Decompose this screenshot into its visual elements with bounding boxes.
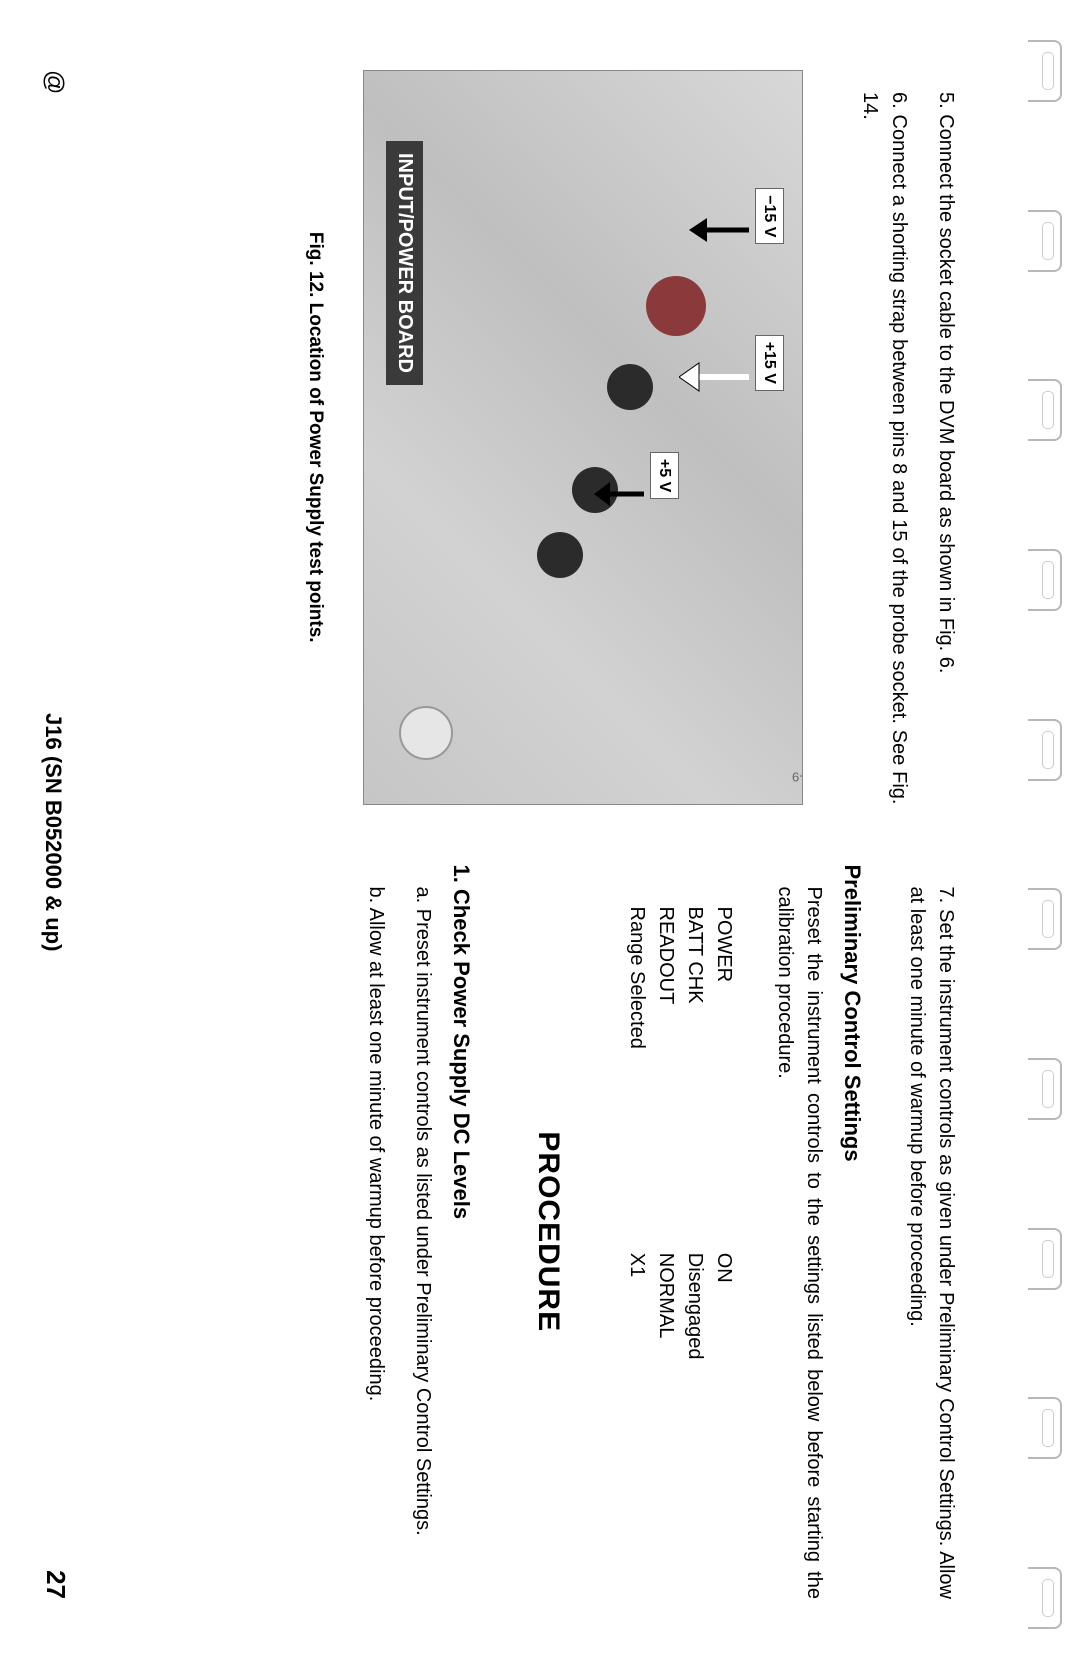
check-1-step-b: b. Allow at least one minute of warmup b… <box>361 865 390 1600</box>
page-number: 27 <box>40 1570 71 1599</box>
setting-key: BATT CHK <box>680 907 709 1253</box>
check-1-heading: 1. Check Power Supply DC Levels <box>445 865 477 1600</box>
board-label: INPUT/POWER BOARD <box>386 141 423 385</box>
arrow-icon <box>679 357 749 397</box>
setting-key: POWER <box>709 907 738 1253</box>
figure-12-caption: Fig. 12. Location of Power Supply test p… <box>301 70 329 805</box>
binder-tab <box>1028 888 1062 950</box>
setting-row: READOUT NORMAL <box>651 907 680 1600</box>
component-blob <box>646 276 706 336</box>
footer-mark: @ <box>40 70 68 94</box>
binder-tab <box>1028 40 1062 102</box>
component-blob <box>537 532 583 578</box>
voltage-label-pos5: +5 V <box>650 452 679 499</box>
binder-tab <box>1028 719 1062 781</box>
left-column: 5. Connect the socket cable to the DVM b… <box>111 70 960 805</box>
setting-value: NORMAL <box>651 1253 680 1599</box>
step-6: 6. Connect a shorting strap between pins… <box>855 70 913 805</box>
binder-tab <box>1028 210 1062 272</box>
binder-tab <box>1028 549 1062 611</box>
setting-value: Disengaged <box>680 1253 709 1599</box>
binder-tab <box>1028 1397 1062 1459</box>
binder-tab <box>1028 1228 1062 1290</box>
step-7: 7. Set the instrument controls as given … <box>902 865 960 1600</box>
setting-row: Range Selected X1 <box>622 907 651 1600</box>
figure-12: 1878-9 −15 V +15 V +5 V <box>301 70 803 805</box>
check-1-step-a: a. Preset instrument controls as listed … <box>408 865 437 1600</box>
ring-binding <box>1010 0 1080 1669</box>
setting-key: Range Selected <box>622 907 651 1253</box>
right-column: 7. Set the instrument controls as given … <box>111 865 960 1600</box>
binder-tab <box>1028 379 1062 441</box>
component-blob <box>607 364 653 410</box>
voltage-label-neg15: −15 V <box>755 188 784 244</box>
arrow-icon <box>594 474 644 514</box>
settings-list: POWER ON BATT CHK Disengaged READOUT NOR… <box>622 907 738 1600</box>
preliminary-settings-heading: Preliminary Control Settings <box>836 865 868 1600</box>
component-blob <box>399 706 453 760</box>
setting-key: READOUT <box>651 907 680 1253</box>
preliminary-settings-intro: Preset the instrument controls to the se… <box>770 865 828 1600</box>
setting-row: POWER ON <box>709 907 738 1600</box>
setting-value: X1 <box>622 1253 651 1599</box>
figure-corner-id: 1878-9 <box>792 767 803 786</box>
voltage-label-pos15: +15 V <box>755 335 784 391</box>
page-footer: @ J16 (SN B052000 & up) 27 <box>0 0 71 1669</box>
figure-12-image: 1878-9 −15 V +15 V +5 V <box>363 70 803 805</box>
step-5: 5. Connect the socket cable to the DVM b… <box>931 70 960 805</box>
binder-tab <box>1028 1058 1062 1120</box>
footer-title: J16 (SN B052000 & up) <box>40 713 66 951</box>
setting-row: BATT CHK Disengaged <box>680 907 709 1600</box>
setting-value: ON <box>709 1253 738 1599</box>
arrow-icon <box>689 210 749 250</box>
binder-tab <box>1028 1567 1062 1629</box>
procedure-heading: PROCEDURE <box>527 865 571 1600</box>
